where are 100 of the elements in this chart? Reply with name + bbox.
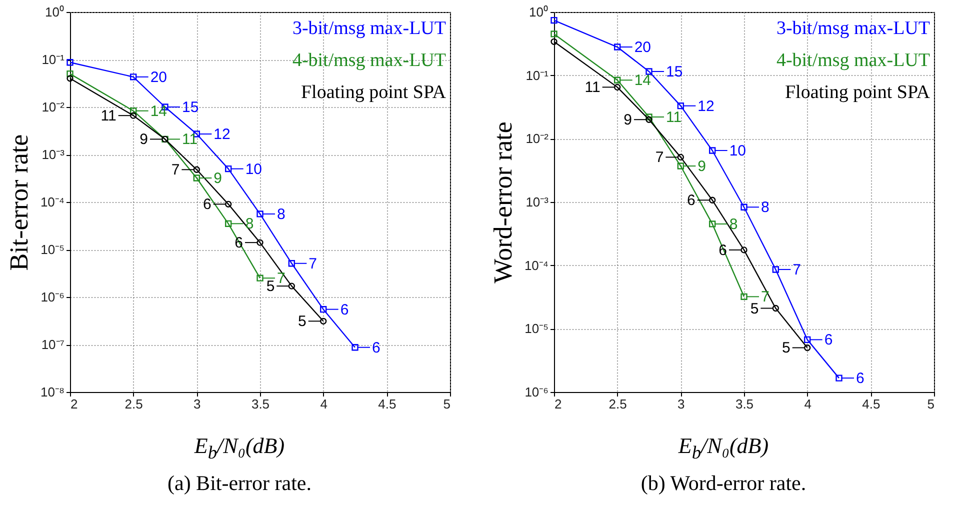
point xyxy=(772,304,780,312)
annotation: 6 xyxy=(202,196,212,214)
y-tick-label: 10⁻¹ xyxy=(526,68,550,83)
point xyxy=(614,76,621,84)
annotation: 20 xyxy=(150,68,168,86)
annotation: 14 xyxy=(150,102,168,120)
point xyxy=(804,336,811,344)
annotation: 6 xyxy=(686,192,696,210)
annotation: 10 xyxy=(245,160,262,178)
annotation: 7 xyxy=(171,162,180,179)
annotation: 11 xyxy=(100,108,116,125)
annotation: 20 xyxy=(634,39,652,56)
point xyxy=(224,220,232,227)
annotation: 7 xyxy=(761,288,770,306)
y-axis-title: Word-error rate xyxy=(488,122,518,284)
text: 3-bit/msg max-LUT xyxy=(292,18,446,39)
text: (a) Bit-error rate. xyxy=(166,471,312,496)
y-tick-label: 10⁻⁶ xyxy=(40,290,64,304)
text: 4-bit/msg max-LUT xyxy=(776,50,930,71)
x-tick-label: 4 xyxy=(320,396,328,412)
point xyxy=(66,70,74,78)
point xyxy=(224,200,232,208)
x-tick-label: 2 xyxy=(70,396,78,412)
annotation: 15 xyxy=(666,63,683,80)
point xyxy=(66,59,74,66)
point xyxy=(256,274,264,282)
annotation: 12 xyxy=(698,98,714,115)
y-tick-label: 10⁻⁵ xyxy=(524,321,548,336)
y-tick-label: 10⁻⁴ xyxy=(40,194,64,210)
annotation: 5 xyxy=(298,313,306,330)
point xyxy=(646,116,652,123)
annotation: 11 xyxy=(584,79,600,96)
annotation: 12 xyxy=(214,126,230,144)
point xyxy=(646,68,652,75)
x-tick-label: 2 xyxy=(554,396,562,412)
x-tick-label: 2.5 xyxy=(608,396,627,412)
point xyxy=(193,174,200,182)
x-tick-label: 4 xyxy=(804,396,812,412)
annotation: 7 xyxy=(308,255,318,272)
annotation: 11 xyxy=(666,108,682,126)
annotation: 5 xyxy=(750,300,759,318)
y-tick-label: 10⁻² xyxy=(526,131,550,146)
point xyxy=(646,114,652,120)
y-tick-label: 10⁻³ xyxy=(42,147,66,162)
x-tick-label: 2.5 xyxy=(124,396,143,412)
point xyxy=(708,147,716,154)
text: Floating point SPA xyxy=(784,82,930,103)
annotation: 7 xyxy=(655,149,664,166)
annotation: 9 xyxy=(214,170,222,188)
annotation: 6 xyxy=(340,301,349,318)
annotation: 10 xyxy=(729,142,746,160)
point xyxy=(550,16,558,24)
point xyxy=(740,246,748,254)
point xyxy=(352,344,358,351)
x-axis-title: E$_{b}$/N₀(dB) xyxy=(677,433,770,464)
point xyxy=(193,166,200,173)
x-tick-label: 3.5 xyxy=(735,396,754,412)
point xyxy=(740,204,748,210)
point xyxy=(288,260,296,267)
annotation: 6 xyxy=(372,339,380,356)
point xyxy=(130,74,137,80)
point xyxy=(256,239,264,246)
y-tick-label: 10⁻² xyxy=(42,100,66,114)
point xyxy=(677,154,684,161)
annotation: 5 xyxy=(782,340,790,357)
point xyxy=(256,210,264,218)
text: 4-bit/msg max-LUT xyxy=(292,50,446,71)
annotation: 8 xyxy=(277,206,286,223)
y-tick-label: 10⁻⁵ xyxy=(40,242,64,257)
point xyxy=(772,266,780,273)
x-tick-label: 3 xyxy=(194,396,201,412)
point xyxy=(130,108,137,114)
annotation: 6 xyxy=(856,370,864,388)
annotation: 8 xyxy=(729,216,738,233)
y-tick-label: 10⁻³ xyxy=(526,194,550,210)
y-tick-label: 10⁻⁶ xyxy=(524,384,548,400)
y-tick-label: 10⁰ xyxy=(45,4,64,20)
annotation: 15 xyxy=(182,99,199,116)
x-tick-label: 4.5 xyxy=(862,396,880,412)
annotation: 6 xyxy=(824,332,833,349)
point xyxy=(614,84,621,91)
x-tick-label: 5 xyxy=(443,396,450,412)
annotation: 9 xyxy=(140,131,148,148)
x-tick-label: 5 xyxy=(927,396,934,412)
annotation: 7 xyxy=(277,270,286,288)
point xyxy=(677,162,684,170)
text: (b) Word-error rate. xyxy=(640,471,808,496)
point xyxy=(708,196,716,204)
x-tick-label: 3 xyxy=(678,396,685,412)
annotation: 8 xyxy=(245,216,254,233)
annotation: 11 xyxy=(182,131,198,148)
annotation: 5 xyxy=(266,278,275,296)
text: 3-bit/msg max-LUT xyxy=(776,18,930,39)
x-tick-label: 4.5 xyxy=(378,396,396,412)
point xyxy=(288,282,296,290)
y-tick-label: 10⁻¹ xyxy=(42,52,66,67)
point xyxy=(677,102,684,110)
annotation: 9 xyxy=(698,158,706,176)
point xyxy=(320,306,327,313)
text: Floating point SPA xyxy=(300,82,446,103)
